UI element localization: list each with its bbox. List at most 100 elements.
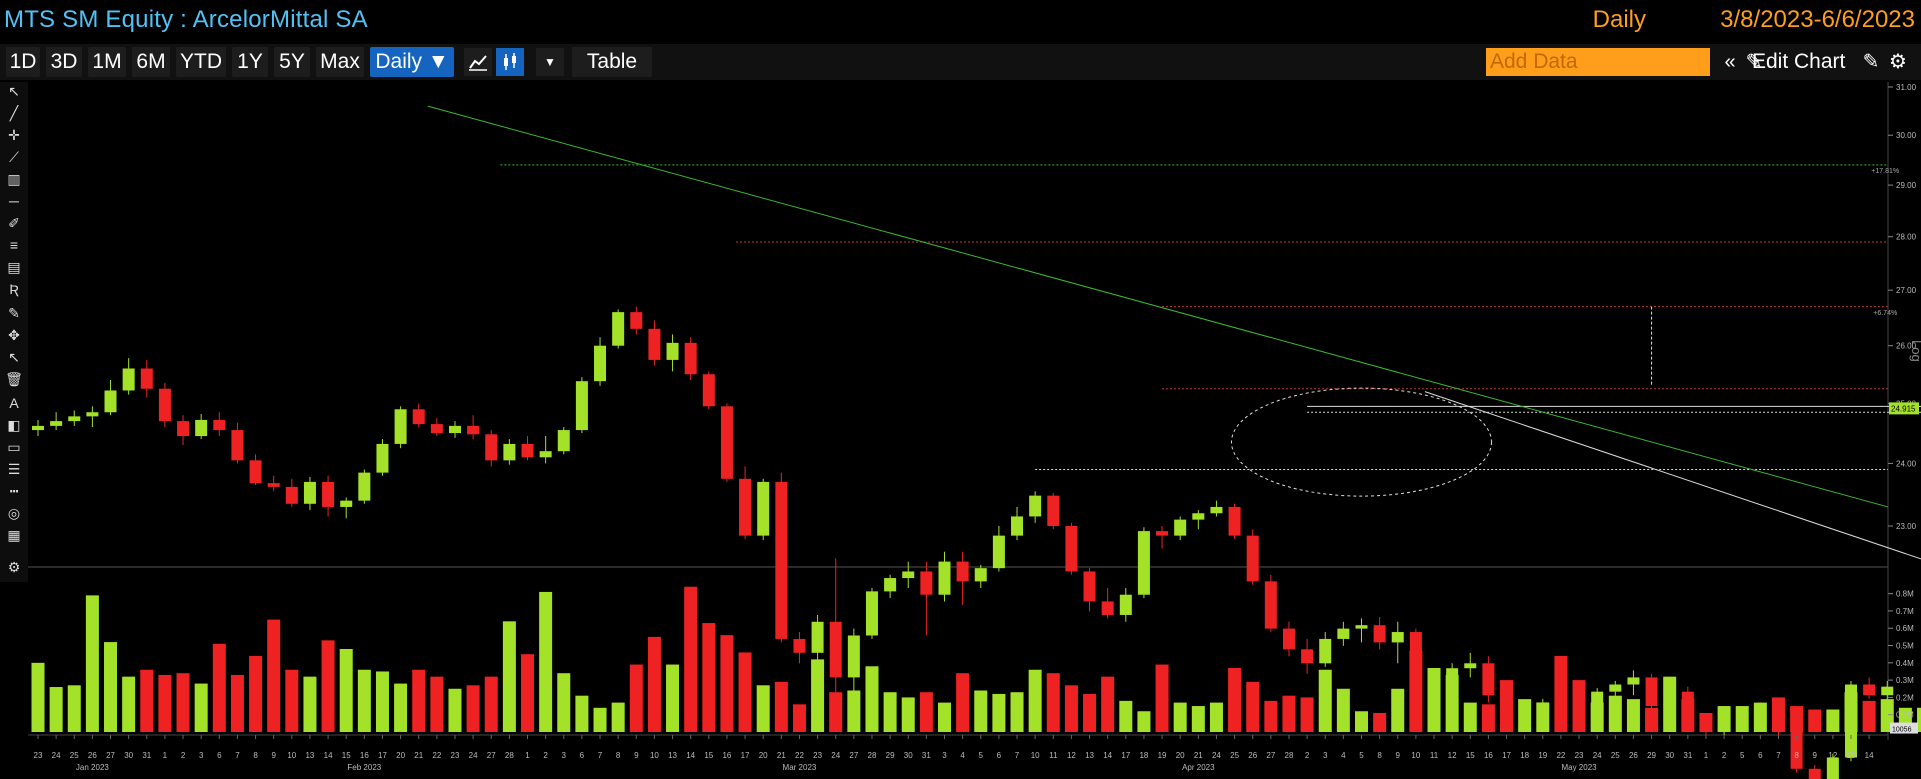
edit-chart-button[interactable]: Edit Chart [1752, 50, 1846, 73]
day-tick-label: 7 [235, 751, 240, 760]
candle-body [720, 406, 733, 479]
day-tick-label: 9 [634, 751, 639, 760]
day-tick-label: 6 [217, 751, 222, 760]
period-label[interactable]: Daily [1592, 6, 1646, 33]
day-tick-label: 8 [1794, 751, 1799, 760]
edit-pen-icon[interactable]: ✎ [8, 305, 20, 321]
edit-chart-icon[interactable]: ✎ [1862, 51, 1880, 73]
day-tick-label: 24 [1212, 751, 1221, 760]
volume-bar [557, 673, 571, 732]
volume-bar [1409, 650, 1423, 732]
candle-body [1011, 516, 1024, 536]
line-weight-icon[interactable]: ☰ [7, 461, 21, 477]
brush-icon[interactable]: ✐ [8, 215, 20, 231]
day-tick-label: 20 [1176, 751, 1185, 760]
add-data-input[interactable]: Add Data [1486, 48, 1710, 76]
day-tick-label: 17 [1502, 751, 1511, 760]
trendline-icon[interactable]: ⟋ [9, 149, 19, 165]
text-tool-icon[interactable]: Ʀ [9, 281, 19, 297]
table-button[interactable]: Table [572, 47, 652, 77]
range-button-5y[interactable]: 5Y [274, 47, 310, 77]
line-chart-icon[interactable] [464, 48, 492, 76]
magnet-icon[interactable]: ◎ [7, 505, 21, 521]
day-tick-label: 31 [922, 751, 931, 760]
volume-tick-label: 0.2M [1896, 693, 1914, 702]
color-palette-icon[interactable]: ▦ [7, 527, 21, 543]
volume-bar [1463, 702, 1477, 732]
style-text-icon[interactable]: A [9, 395, 19, 411]
day-tick-label: 15 [342, 751, 351, 760]
day-tick-label: 5 [979, 751, 984, 760]
log-scale-label: Log [1909, 340, 1921, 362]
pointer-icon[interactable]: ↖ [8, 83, 20, 99]
draw-line-icon[interactable]: ╱ [9, 105, 19, 121]
measure-icon[interactable]: ▥ [7, 171, 21, 187]
volume-tick-label: 0.5M [1896, 642, 1914, 651]
line-style-icon[interactable]: ▭ [7, 439, 21, 455]
date-range-label[interactable]: 3/8/2023-6/6/2023 [1720, 6, 1915, 33]
day-tick-label: 23 [34, 751, 43, 760]
axes-layer: 23.0024.0025.0026.0027.0028.0029.0030.00… [34, 83, 1921, 772]
frequency-dropdown[interactable]: Daily ▼ [370, 47, 454, 77]
candle-body [322, 481, 335, 507]
volume-bar [756, 685, 770, 732]
range-button-1y[interactable]: 1Y [232, 47, 268, 77]
day-tick-label: 18 [1139, 751, 1148, 760]
day-tick-label: 8 [1377, 751, 1382, 760]
price-tick-label: 26.00 [1896, 342, 1917, 351]
trash-icon[interactable]: 🗑 [5, 371, 23, 387]
day-tick-label: 27 [487, 751, 496, 760]
security-title[interactable]: MTS SM Equity : ArcelorMittal SA [4, 6, 368, 33]
range-button-max[interactable]: Max [316, 47, 364, 77]
volume-bar [176, 673, 190, 732]
range-button-1d[interactable]: 1D [6, 47, 40, 77]
price-tick-label: 28.00 [1896, 233, 1917, 242]
volume-tick-label: 0.3M [1896, 676, 1914, 685]
volume-bar [1481, 704, 1495, 732]
candle-body [485, 434, 498, 461]
ruler-icon[interactable]: ▤ [7, 259, 21, 275]
range-button-ytd[interactable]: YTD [176, 47, 226, 77]
candle-body [376, 443, 389, 473]
trendline-white [1424, 391, 1921, 560]
volume-tick-label: 0.7M [1896, 607, 1914, 616]
collapse-double-chevron-icon[interactable]: « [1724, 51, 1736, 73]
pencil-icon[interactable]: ✎ [1745, 51, 1763, 73]
candlestick-icon[interactable] [496, 48, 524, 76]
volume-bar [285, 669, 299, 732]
fib-icon[interactable]: ≡ [9, 237, 19, 253]
candle-body [1210, 506, 1223, 514]
chart-type-dropdown-icon[interactable]: ▼ [536, 48, 564, 76]
day-tick-label: 30 [904, 751, 913, 760]
volume-bar [1354, 711, 1368, 732]
volume-bar [956, 673, 970, 732]
candle-body [1047, 495, 1060, 526]
day-tick-label: 14 [1865, 751, 1874, 760]
volume-bar [140, 669, 154, 732]
volume-bar [412, 669, 426, 732]
volume-settings-gear-icon[interactable]: ⚙ [7, 559, 21, 575]
move-icon[interactable]: ✥ [8, 327, 20, 343]
month-label: Mar 2023 [783, 763, 817, 772]
candle-body [1319, 638, 1332, 664]
day-tick-label: 1 [1704, 751, 1709, 760]
range-button-6m[interactable]: 6M [132, 47, 170, 77]
day-tick-label: 4 [1341, 751, 1346, 760]
day-tick-label: 27 [1266, 751, 1275, 760]
day-tick-label: 28 [1285, 751, 1294, 760]
candle-body [1482, 663, 1495, 696]
day-tick-label: 13 [305, 751, 314, 760]
gear-icon[interactable]: ⚙ [1889, 51, 1907, 73]
candle-body [1083, 571, 1096, 602]
last-price-badge [1889, 402, 1919, 415]
crosshair-icon[interactable]: ✛ [8, 127, 20, 143]
horizontal-line-icon[interactable]: ─ [9, 193, 19, 209]
range-button-3d[interactable]: 3D [46, 47, 82, 77]
volume-bar [938, 702, 951, 732]
fill-color-icon[interactable]: ◧ [7, 417, 21, 433]
volume-bar [67, 685, 81, 732]
select-icon[interactable]: ↖ [8, 349, 20, 365]
dash-style-icon[interactable]: ┅ [9, 483, 19, 499]
range-button-1m[interactable]: 1M [88, 47, 126, 77]
